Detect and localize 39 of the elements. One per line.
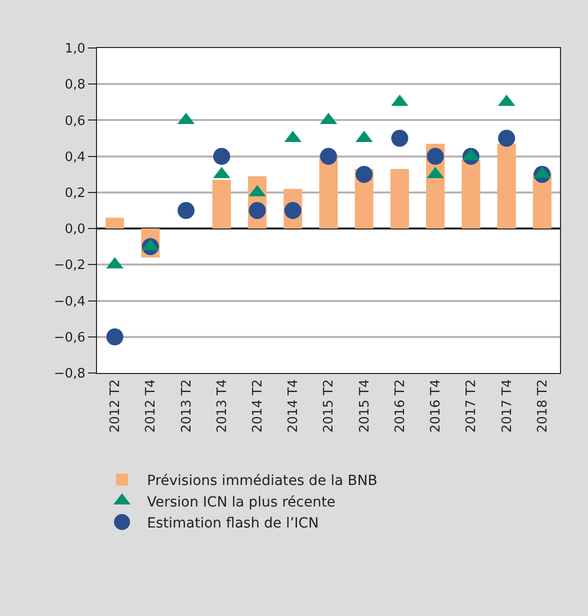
y-tick-label: 0,4 bbox=[64, 150, 86, 165]
point bbox=[320, 148, 337, 165]
legend-label: Estimation flash de l’ICN bbox=[147, 515, 319, 532]
x-tick-label: 2012 T4 bbox=[144, 379, 159, 433]
y-tick-label: 0,8 bbox=[64, 78, 86, 93]
y-tick-label: 0,0 bbox=[64, 222, 86, 238]
x-tick-label: 2017 T4 bbox=[500, 379, 515, 433]
point bbox=[391, 130, 408, 147]
x-tick-label: 2016 T4 bbox=[428, 379, 444, 433]
x-tick-label: 2016 T2 bbox=[392, 379, 408, 433]
y-tick-label: −0,6 bbox=[54, 330, 86, 346]
point bbox=[213, 148, 230, 165]
y-tick-label: 0,2 bbox=[64, 186, 86, 201]
y-tick-label: −0,4 bbox=[54, 294, 86, 310]
x-tick-label: 2017 T2 bbox=[464, 379, 480, 433]
y-tick-label: −0,8 bbox=[54, 366, 86, 382]
x-tick-label: 2018 T2 bbox=[535, 379, 550, 433]
point bbox=[426, 148, 444, 165]
x-tick-label: 2015 T2 bbox=[322, 379, 337, 433]
point bbox=[356, 166, 373, 183]
y-tick-label: 1,0 bbox=[64, 42, 86, 57]
x-tick-label: 2014 T4 bbox=[286, 379, 302, 433]
y-tick-label: 0,6 bbox=[64, 114, 86, 129]
point bbox=[498, 130, 516, 147]
point bbox=[178, 202, 195, 219]
point bbox=[106, 328, 124, 346]
x-tick-label: 2013 T2 bbox=[179, 379, 194, 433]
bar bbox=[390, 168, 409, 229]
bar bbox=[462, 160, 480, 229]
x-tick-label: 2015 T4 bbox=[357, 379, 372, 433]
legend-label: Version ICN la plus récente bbox=[147, 494, 336, 510]
bar bbox=[497, 144, 516, 229]
y-tick-label: −0,2 bbox=[54, 258, 86, 274]
x-tick-label: 2014 T2 bbox=[250, 379, 266, 433]
bar bbox=[106, 218, 124, 229]
legend-label: Prévisions immédiates de la BNB bbox=[147, 473, 378, 490]
bar bbox=[212, 180, 231, 229]
x-tick-label: 2012 T2 bbox=[108, 379, 124, 433]
x-tick-label: 2013 T4 bbox=[214, 379, 230, 433]
